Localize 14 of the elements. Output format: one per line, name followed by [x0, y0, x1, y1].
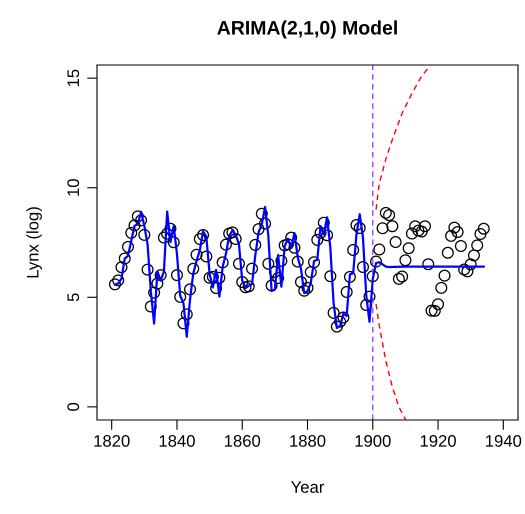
y-tick-label: 10 — [67, 179, 80, 196]
y-tick-label: 15 — [67, 70, 80, 86]
y-tick-label: 0 — [67, 402, 80, 411]
x-tick-label: 1920 — [420, 435, 456, 447]
y-axis-title: Lynx (log) — [26, 207, 42, 278]
x-tick-label: 1900 — [356, 435, 391, 447]
x-tick-label: 1940 — [486, 435, 522, 447]
x-tick-label: 1840 — [160, 435, 195, 447]
x-axis-title: Year — [291, 481, 324, 493]
x-tick-label: 1880 — [290, 435, 326, 447]
y-tick-label: 5 — [67, 293, 80, 302]
x-tick-label: 1820 — [94, 435, 130, 447]
chart-title: ARIMA(2,1,0) Model — [217, 20, 397, 38]
x-tick-label: 1860 — [224, 435, 260, 447]
